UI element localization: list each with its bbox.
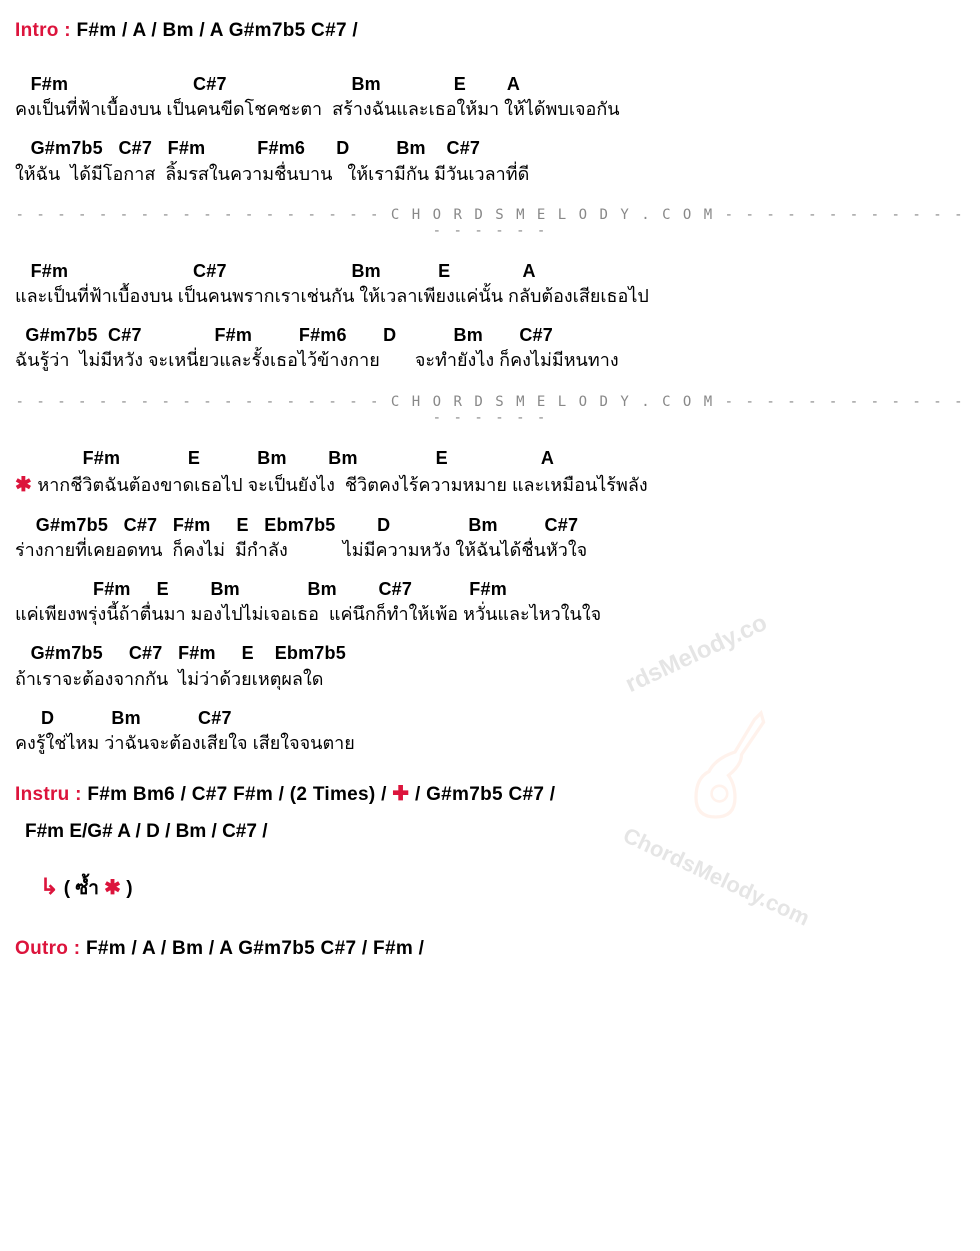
- lyric-line: คงรู้ใช่ไหม ว่าฉันจะต้องเสียใจ เสียใจจนต…: [15, 731, 965, 756]
- separator: - - - - - - - - - - - - - - - - - - C H …: [15, 394, 965, 426]
- repeat-close: ): [121, 878, 133, 899]
- chord-line: G#m7b5 C#7 F#m F#m6 D Bm C#7: [15, 136, 965, 161]
- verse1-line2: G#m7b5 C#7 F#m F#m6 D Bm C#7 ให้ฉัน ได้ม…: [15, 136, 965, 186]
- chorus-line3: F#m E Bm Bm C#7 F#m แค่เพียงพรุ่งนี้ถ้าต…: [15, 577, 965, 627]
- outro-chords: F#m / A / Bm / A G#m7b5 C#7 / F#m /: [80, 938, 424, 959]
- chord-line: F#m C#7 Bm E A: [15, 72, 965, 97]
- lyric-line: และเป็นที่ฟ้าเบื้องบน เป็นคนพรากเราเช่นก…: [15, 284, 965, 309]
- instru-chords2: F#m E/G# A / D / Bm / C#7 /: [25, 821, 268, 842]
- repeat-section: ↳ ( ซ้ำ ✱ ): [40, 873, 965, 903]
- chord-line: G#m7b5 C#7 F#m E Ebm7b5: [15, 641, 965, 666]
- chord-line: G#m7b5 C#7 F#m E Ebm7b5 D Bm C#7: [15, 513, 965, 538]
- chorus-line4: G#m7b5 C#7 F#m E Ebm7b5 ถ้าเราจะต้องจากก…: [15, 641, 965, 691]
- repeat-text: ( ซ้ำ: [58, 878, 104, 899]
- chorus-line1: F#m E Bm Bm E A ✱ หากชีวิตฉันต้องขาดเธอไ…: [15, 446, 965, 499]
- instru-chords1: F#m Bm6 / C#7 F#m / (2 Times) /: [82, 784, 393, 805]
- asterisk-icon: ✱: [104, 877, 121, 899]
- separator: - - - - - - - - - - - - - - - - - - C H …: [15, 207, 965, 239]
- separator-text: - - - - - - - - - - - - - - - - - - C H …: [15, 207, 964, 239]
- chord-line: F#m E Bm Bm C#7 F#m: [15, 577, 965, 602]
- outro-section: Outro : F#m / A / Bm / A G#m7b5 C#7 / F#…: [15, 938, 965, 960]
- instru-section: Instru : F#m Bm6 / C#7 F#m / (2 Times) /…: [15, 781, 965, 806]
- asterisk-icon: ✱: [15, 474, 37, 496]
- repeat-arrow-icon: ↳: [40, 874, 58, 899]
- lyric-text: หากชีวิตฉันต้องขาดเธอไป จะเป็นยังไง ชีวิ…: [37, 475, 647, 495]
- verse1-line1: F#m C#7 Bm E A คงเป็นที่ฟ้าเบื้องบน เป็น…: [15, 72, 965, 122]
- intro-label: Intro :: [15, 20, 71, 41]
- lyric-line: ✱ หากชีวิตฉันต้องขาดเธอไป จะเป็นยังไง ชี…: [15, 471, 965, 499]
- verse2-line1: F#m C#7 Bm E A และเป็นที่ฟ้าเบื้องบน เป็…: [15, 259, 965, 309]
- intro-chords: F#m / A / Bm / A G#m7b5 C#7 /: [71, 20, 358, 41]
- lyric-line: แค่เพียงพรุ่งนี้ถ้าตื่นมา มองไปไม่เจอเธอ…: [15, 602, 965, 627]
- lyric-line: ให้ฉัน ได้มีโอกาส ลิ้มรสในความชื่นบาน ให…: [15, 162, 965, 187]
- verse2-line2: G#m7b5 C#7 F#m F#m6 D Bm C#7 ฉันรู้ว่า ไ…: [15, 323, 965, 373]
- chord-line: G#m7b5 C#7 F#m F#m6 D Bm C#7: [15, 323, 965, 348]
- outro-label: Outro :: [15, 938, 80, 959]
- chord-line: D Bm C#7: [15, 706, 965, 731]
- lyric-line: คงเป็นที่ฟ้าเบื้องบน เป็นคนขีดโชคชะตา สร…: [15, 97, 965, 122]
- lyric-line: ถ้าเราจะต้องจากกัน ไม่ว่าด้วยเหตุผลใด: [15, 667, 965, 692]
- instru-chords1-after: / G#m7b5 C#7 /: [409, 784, 555, 805]
- lyric-line: ร่างกายที่เคยอดทน ก็คงไม่ มีกำลัง ไม่มีค…: [15, 538, 965, 563]
- chord-line: F#m E Bm Bm E A: [15, 446, 965, 471]
- plus-icon: ✚: [392, 783, 409, 805]
- chorus-line5: D Bm C#7 คงรู้ใช่ไหม ว่าฉันจะต้องเสียใจ …: [15, 706, 965, 756]
- chord-line: F#m C#7 Bm E A: [15, 259, 965, 284]
- instru-label: Instru :: [15, 784, 82, 805]
- separator-text: - - - - - - - - - - - - - - - - - - C H …: [15, 394, 964, 426]
- lyric-line: ฉันรู้ว่า ไม่มีหวัง จะเหนี่ยวและรั้งเธอไ…: [15, 348, 965, 373]
- chorus-line2: G#m7b5 C#7 F#m E Ebm7b5 D Bm C#7 ร่างกาย…: [15, 513, 965, 563]
- intro-section: Intro : F#m / A / Bm / A G#m7b5 C#7 /: [15, 20, 965, 42]
- instru-section-line2: F#m E/G# A / D / Bm / C#7 /: [25, 821, 965, 843]
